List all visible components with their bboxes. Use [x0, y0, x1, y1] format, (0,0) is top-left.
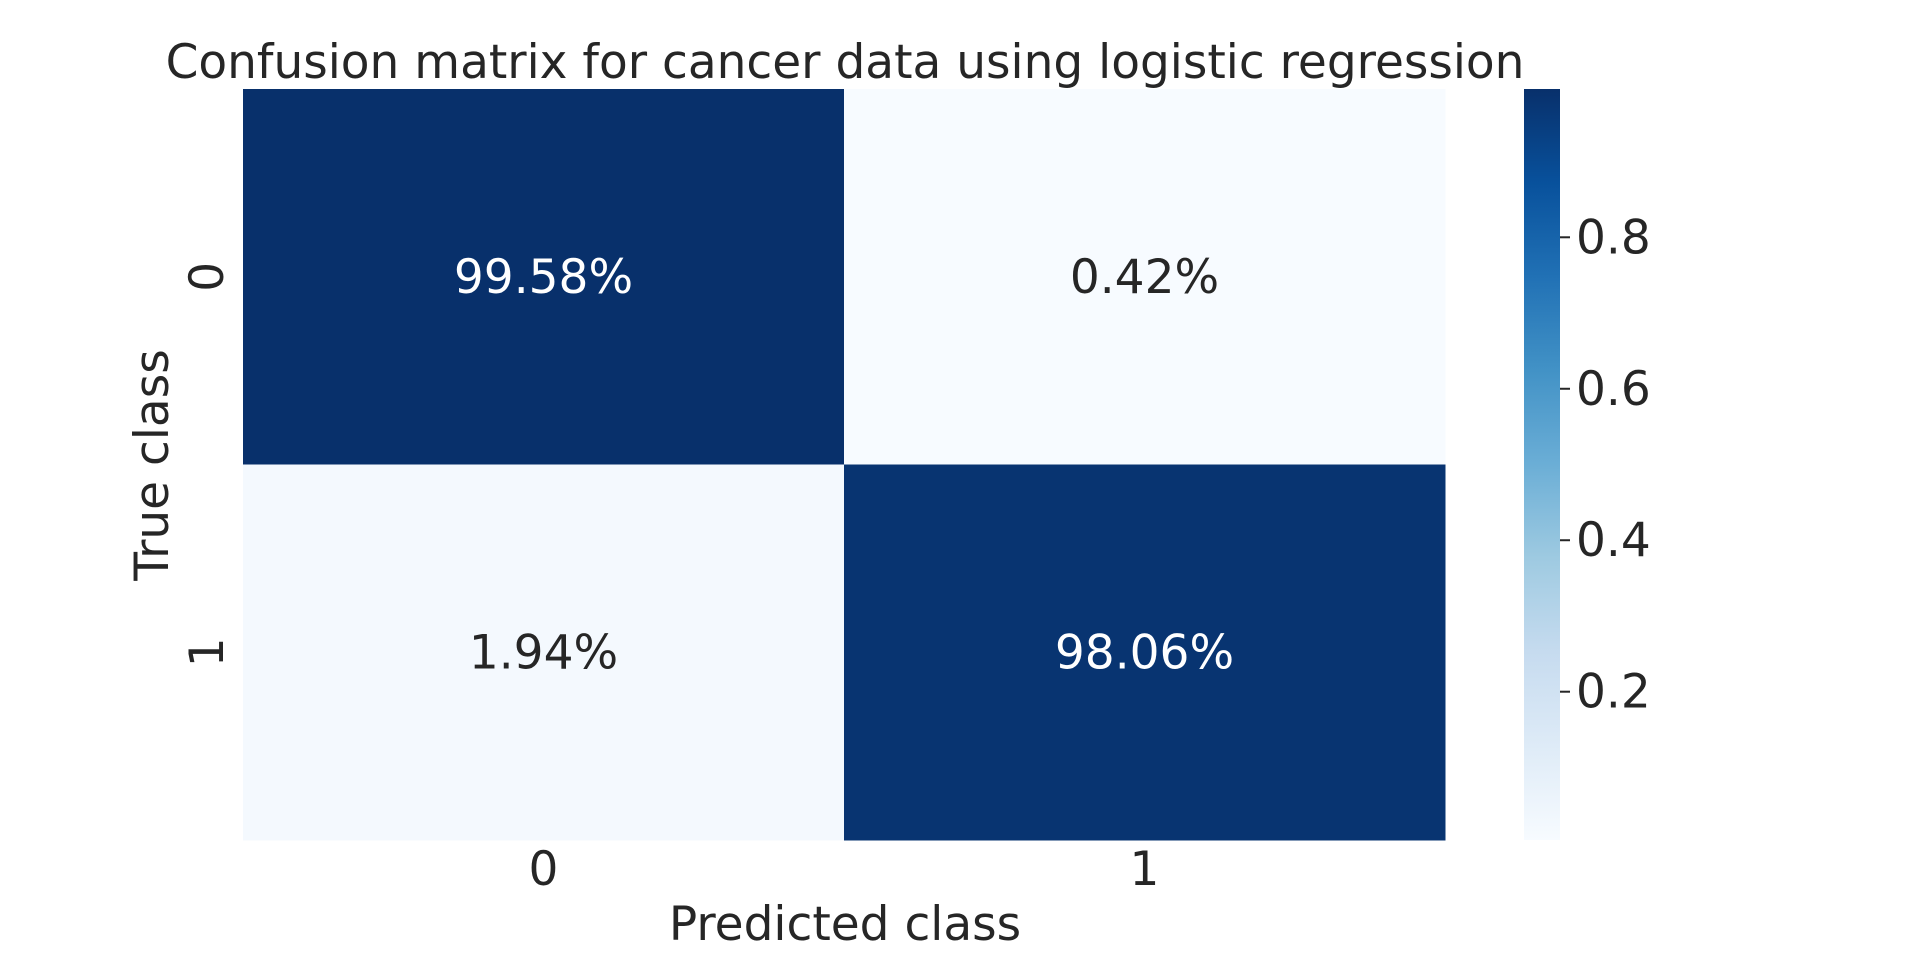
- heatmap-cell-r1-c0: [243, 464, 845, 841]
- heatmap-cells: [243, 89, 1446, 841]
- x-tick-label: 0: [529, 842, 559, 897]
- colorbar-gradient: [1524, 89, 1560, 840]
- cell-annotation-r0-c0: 99.58%: [454, 250, 633, 305]
- y-axis-label: True class: [125, 349, 180, 581]
- y-tick-label: 0: [180, 262, 235, 292]
- x-tick-label: 1: [1130, 842, 1160, 897]
- x-axis-label: Predicted class: [669, 897, 1021, 952]
- cell-annotation-r0-c1: 0.42%: [1070, 250, 1219, 305]
- y-axis-ticks: 01: [180, 262, 235, 667]
- heatmap-cell-labels: 99.58% 0.42% 1.94% 98.06%: [454, 250, 1234, 681]
- colorbar-tick-label: 0.4: [1576, 513, 1651, 568]
- heatmap-cell-r1-c1: [844, 464, 1446, 841]
- colorbar-tick-label: 0.2: [1576, 665, 1651, 720]
- chart-title: Confusion matrix for cancer data using l…: [166, 35, 1525, 90]
- heatmap-cell-r0-c0: [243, 89, 845, 465]
- colorbar: 0.2 0.4 0.6 0.8: [1524, 89, 1651, 840]
- cell-annotation-r1-c0: 1.94%: [469, 625, 618, 680]
- heatmap-cell-r0-c1: [844, 89, 1446, 465]
- colorbar-tick-label: 0.8: [1576, 210, 1651, 265]
- colorbar-ticks: 0.2 0.4 0.6 0.8: [1560, 210, 1651, 720]
- cell-annotation-r1-c1: 98.06%: [1055, 625, 1234, 680]
- y-tick-label: 1: [180, 637, 235, 667]
- colorbar-tick-label: 0.6: [1576, 362, 1651, 417]
